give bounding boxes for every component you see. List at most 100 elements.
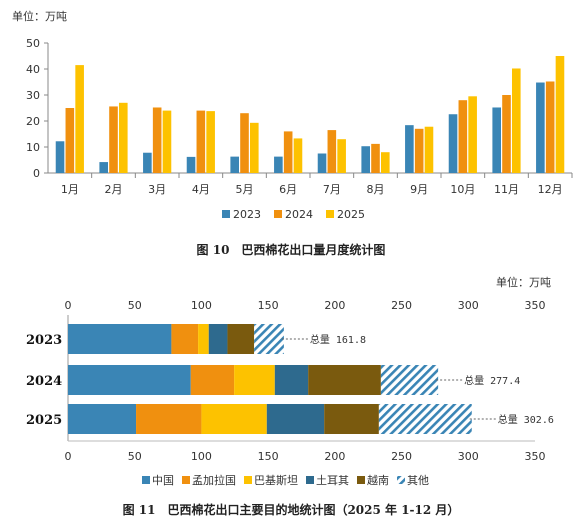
chart1-bar-2025-8: [381, 152, 390, 173]
chart1-bar-2024-12: [545, 81, 555, 173]
chart1-bar-2023-9: [405, 125, 414, 173]
chart2-legend-label: 越南: [367, 473, 389, 487]
chart1-bar-2024-8: [371, 143, 380, 173]
chart1-bar-2025-6: [293, 138, 303, 173]
chart2-bottom-tick-label: 50: [128, 450, 142, 463]
chart1-legend-label: 2025: [337, 208, 365, 221]
chart2-total-label: 总量 277.4: [464, 374, 520, 387]
chart1-y-tick-label: 20: [26, 115, 40, 128]
chart2-legend-swatch: [357, 476, 365, 484]
chart2-legend-label: 巴基斯坦: [254, 473, 298, 487]
chart1-legend-swatch: [326, 210, 334, 218]
chart1-bar-2024-4: [196, 110, 206, 173]
chart2-category-label: 2025: [26, 413, 62, 428]
chart1-x-tick-label: 11月: [494, 183, 519, 196]
chart1-x-tick-label: 5月: [236, 183, 254, 196]
chart2-top-tick-label: 100: [191, 299, 212, 312]
chart2-bottom-tick-label: 200: [324, 450, 345, 463]
chart2-legend-label: 中国: [152, 474, 174, 487]
chart2-bottom-tick-label: 350: [525, 450, 546, 463]
chart1-bar-2023-12: [536, 82, 545, 173]
chart2-total-label: 总量 302.6: [498, 413, 554, 426]
chart2-segment-2024-越南: [308, 365, 381, 395]
chart1-x-tick-label: 3月: [148, 183, 166, 196]
chart1-x-tick-label: 8月: [367, 183, 385, 196]
chart1-bar-2025-10: [468, 96, 477, 173]
chart2-segment-2025-越南: [324, 404, 379, 434]
chart2-legend-swatch: [244, 476, 252, 484]
chart1-bar-2024-7: [327, 130, 337, 173]
chart2-bottom-tick-label: 300: [458, 450, 479, 463]
chart2-segment-2023-巴基斯坦: [198, 324, 209, 354]
chart2-total-label: 总量 161.8: [310, 333, 366, 346]
monthly-export-chart: 单位：万吨 0 10 20 30 40 50 1月 2月 3月 4月 5月 6月 7月 8月 9月 10月 11月…: [12, 9, 573, 257]
chart2-top-tick-label: 250: [391, 299, 412, 312]
chart2-segment-2023-土耳其: [208, 324, 228, 354]
chart2-top-tick-label: 0: [65, 299, 72, 312]
chart2-title: 图 11 巴西棉花出口主要目的地统计图（2025 年 1-12 月）: [123, 502, 460, 517]
chart1-legend-label: 2023: [233, 208, 261, 221]
chart2-top-tick-label: 300: [458, 299, 479, 312]
chart1-bar-2024-2: [109, 106, 118, 173]
chart2-segment-2024-巴基斯坦: [234, 365, 275, 395]
chart1-y-tick-label: 40: [26, 63, 40, 76]
chart1-bar-2023-7: [317, 153, 327, 173]
chart1-legend-swatch: [274, 210, 282, 218]
chart1-bar-2024-9: [414, 128, 424, 173]
chart2-segment-2025-孟加拉国: [136, 404, 202, 434]
chart2-legend-swatch: [306, 476, 314, 484]
chart2-category-label: 2023: [26, 333, 62, 348]
chart1-x-tick-label: 4月: [192, 183, 210, 196]
chart2-legend-label: 土耳其: [316, 474, 349, 487]
chart1-bar-2023-3: [143, 152, 152, 173]
chart2-segment-2025-土耳其: [266, 404, 325, 434]
chart2-top-tick-label: 50: [128, 299, 142, 312]
chart1-bar-2025-2: [119, 102, 128, 173]
chart2-category-label: 2024: [26, 374, 62, 389]
chart1-bar-2024-5: [240, 113, 249, 173]
chart1-legend-label: 2024: [285, 208, 313, 221]
chart1-x-tick-label: 9月: [410, 183, 428, 196]
chart1-bar-2024-10: [458, 100, 468, 173]
chart1-bar-2023-10: [448, 114, 458, 173]
chart2-segment-2024-土耳其: [274, 365, 309, 395]
chart1-bar-2023-1: [55, 141, 65, 173]
chart2-top-tick-label: 350: [525, 299, 546, 312]
chart1-x-tick-label: 7月: [323, 183, 341, 196]
chart2-bottom-tick-label: 0: [65, 450, 72, 463]
chart1-bar-2023-11: [492, 107, 501, 173]
chart2-segment-2023-中国: [68, 324, 172, 354]
chart1-y-tick-label: 30: [26, 89, 40, 102]
chart1-bar-2023-5: [230, 156, 239, 173]
chart1-x-tick-label: 6月: [279, 183, 297, 196]
chart1-bar-2024-3: [152, 107, 162, 173]
chart2-legend-swatch: [397, 476, 405, 484]
chart1-bar-2023-6: [274, 156, 283, 173]
chart2-legend-swatch: [182, 476, 190, 484]
chart2-segment-2025-中国: [68, 404, 137, 434]
chart1-bar-2024-1: [65, 108, 75, 173]
chart1-y-tick-label: 0: [33, 167, 40, 180]
chart1-x-tick-label: 1月: [61, 183, 79, 196]
chart1-bar-2025-11: [512, 68, 521, 173]
chart2-segment-2025-巴基斯坦: [201, 404, 267, 434]
chart2-segment-2023-越南: [227, 324, 255, 354]
chart2-segment-2025-其他: [378, 404, 472, 434]
chart1-bar-2025-3: [162, 110, 172, 173]
chart1-y-tick-label: 50: [26, 37, 40, 50]
chart1-x-tick-label: 10月: [450, 183, 475, 196]
chart2-bottom-tick-label: 250: [391, 450, 412, 463]
chart2-segment-2024-其他: [380, 365, 439, 395]
chart2-top-tick-label: 200: [324, 299, 345, 312]
chart1-bar-2023-8: [361, 146, 370, 173]
chart2-top-tick-label: 150: [258, 299, 279, 312]
chart1-bar-2025-7: [337, 139, 346, 173]
chart1-x-tick-label: 12月: [538, 183, 563, 196]
chart1-legend-swatch: [222, 210, 230, 218]
chart2-segment-2023-孟加拉国: [171, 324, 199, 354]
chart2-unit-label: 单位：万吨: [496, 275, 551, 289]
destination-export-chart: 单位：万吨 0 0 50 50 100 100 150 150 200 200 250 250 300 30…: [26, 275, 554, 517]
chart1-bar-2024-11: [502, 95, 511, 173]
chart1-bar-2023-2: [99, 162, 108, 173]
